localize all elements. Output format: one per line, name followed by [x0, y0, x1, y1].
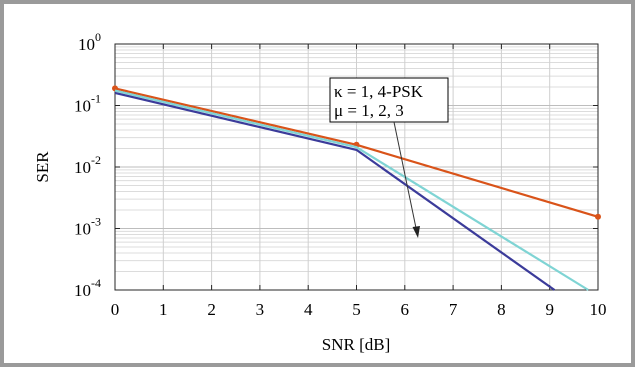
- y-tick-label: 10-4: [74, 276, 101, 300]
- annotation-frame: [329, 77, 449, 123]
- annotation-arrow: [393, 121, 420, 238]
- x-tick-label: 4: [304, 300, 313, 319]
- x-tick-label: 5: [352, 300, 361, 319]
- x-tick-label: 9: [545, 300, 554, 319]
- y-tick-label: 100: [78, 30, 101, 54]
- y-tick-label: 10-1: [74, 92, 101, 116]
- y-tick-labels: 100 10-1 10-2 10-3 10-4: [74, 30, 101, 300]
- series-line-3: [114, 91, 556, 291]
- series-lines: [112, 85, 601, 291]
- x-tick-label: 3: [256, 300, 265, 319]
- x-tick-label: 6: [401, 300, 410, 319]
- x-tick-label: 1: [159, 300, 168, 319]
- annotation-line-1: κ = 1, 4-PSK: [334, 82, 424, 101]
- annotation-arrow-head: [412, 226, 420, 238]
- x-tick-labels: 0 1 2 3 4 5 6 7 8 9 10: [111, 300, 607, 319]
- y-tick-label: 10-3: [74, 215, 101, 239]
- annotation-arrow-shaft: [393, 121, 417, 229]
- y-tick-label: 10-2: [74, 153, 101, 177]
- annotation-box: κ = 1, 4-PSK μ = 1, 2, 3: [329, 77, 449, 123]
- x-axis-label: SNR [dB]: [322, 335, 390, 354]
- series-point: [595, 213, 601, 220]
- y-axis-label: SER: [33, 151, 52, 183]
- x-tick-label: 8: [497, 300, 506, 319]
- x-tick-label: 2: [207, 300, 216, 319]
- annotation-line-2: μ = 1, 2, 3: [334, 101, 404, 120]
- x-tick-label: 0: [111, 300, 120, 319]
- x-tick-label: 7: [449, 300, 458, 319]
- x-tick-label: 10: [590, 300, 607, 319]
- series-line-2: [114, 89, 589, 291]
